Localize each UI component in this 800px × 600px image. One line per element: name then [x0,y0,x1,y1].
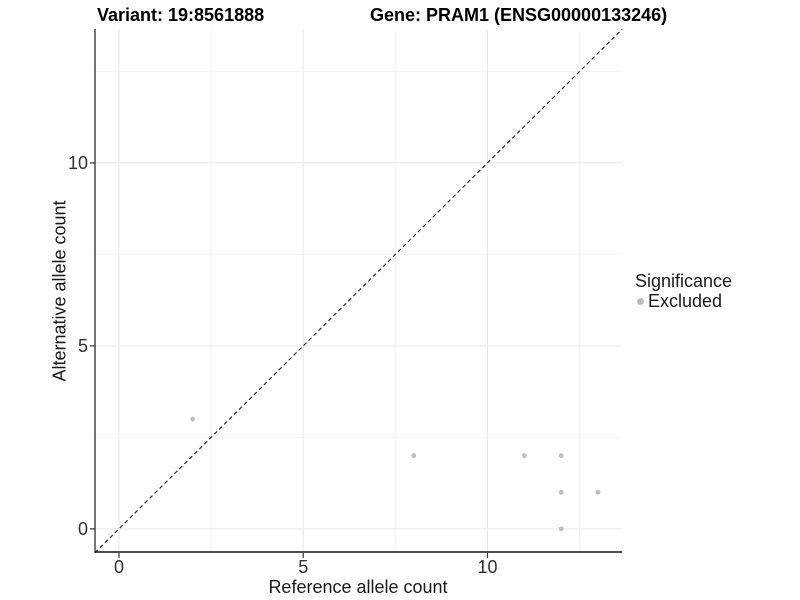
y-tick-label: 10 [67,152,88,173]
x-axis-title: Reference allele count [268,577,448,597]
x-tick-label: 0 [113,557,124,577]
excluded-point-icon [637,297,644,305]
legend-title: Significance [635,271,733,291]
data-point-excluded [411,453,417,459]
scatter-plot-panel [90,29,623,558]
data-point-excluded [521,453,527,459]
data-point-excluded [558,453,564,459]
legend-item-excluded: Excluded [635,291,732,311]
data-point-excluded [558,526,564,532]
x-tick-label: 10 [477,557,498,577]
plot-title-gene: Gene: PRAM1 (ENSG00000133246) [370,5,668,25]
data-point-excluded [595,489,601,495]
identity-line [94,29,623,554]
legend: Significance Excluded [635,271,732,311]
y-tick-label: 0 [77,518,88,539]
data-point-excluded [190,416,196,422]
x-tick-label: 5 [298,557,309,577]
plot-title-variant: Variant: 19:8561888 [97,5,265,25]
legend-item-label: Excluded [648,291,723,311]
y-tick-label: 5 [77,335,88,356]
data-point-excluded [558,489,564,495]
